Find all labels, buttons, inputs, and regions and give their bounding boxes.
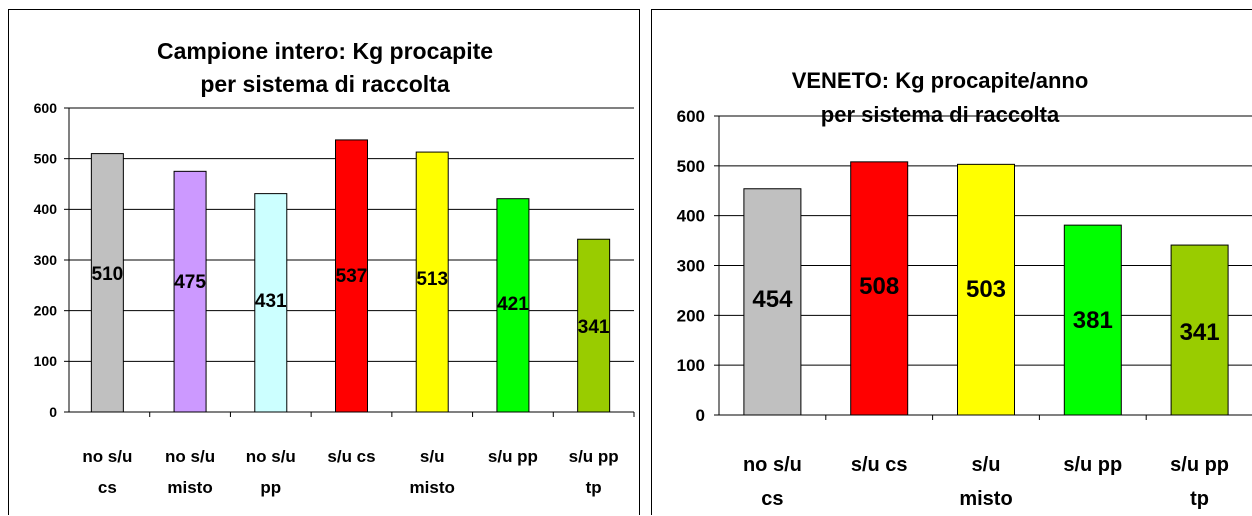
- x-category-label: s/u: [420, 447, 445, 466]
- x-category-label: misto: [410, 478, 455, 497]
- x-category-label: s/u pp: [1063, 454, 1122, 476]
- bar-value-label: 475: [174, 272, 206, 293]
- bar: [335, 139, 368, 413]
- bar-value-label: 381: [1073, 307, 1113, 334]
- chart-title-line-2: per sistema di raccolta: [200, 71, 449, 97]
- bar-value-label: 503: [966, 276, 1006, 303]
- x-category-label: no s/u: [246, 447, 296, 466]
- x-category-label: no s/u: [743, 454, 802, 476]
- x-category-label: s/u pp: [1170, 454, 1229, 476]
- chart-title-line-2: per sistema di raccolta: [821, 102, 1060, 127]
- chart-panel-veneto: VENETO: Kg procapite/anno per sistema di …: [651, 9, 1252, 515]
- y-tick-label: 500: [677, 157, 705, 176]
- x-category-label: tp: [586, 478, 602, 497]
- bar: [1063, 224, 1122, 416]
- bar-value-label: 513: [416, 269, 448, 290]
- x-category-label: tp: [1190, 488, 1209, 510]
- y-tick-label: 0: [696, 406, 705, 425]
- x-category-label: misto: [959, 488, 1012, 510]
- y-tick-label: 600: [34, 100, 58, 116]
- y-tick-label: 300: [677, 256, 705, 275]
- y-tick-label: 0: [49, 404, 57, 420]
- bar: [1170, 244, 1229, 416]
- bar-value-label: 454: [752, 286, 793, 313]
- x-category-label: pp: [260, 478, 281, 497]
- bar: [254, 193, 288, 413]
- y-tick-label: 600: [677, 107, 705, 126]
- x-category-label: no s/u: [165, 447, 215, 466]
- chart-panel-campione-intero: Campione intero: Kg procapite per sistema…: [8, 9, 640, 515]
- x-category-label: misto: [167, 478, 212, 497]
- x-category-label: cs: [98, 478, 117, 497]
- bar: [415, 151, 449, 413]
- bar: [850, 161, 909, 416]
- bar-value-label: 421: [497, 294, 529, 315]
- bar: [957, 163, 1015, 416]
- bar-value-label: 341: [578, 317, 610, 338]
- x-category-label: no s/u: [82, 447, 132, 466]
- chart-title-line-1: Campione intero: Kg procapite: [157, 38, 493, 64]
- y-tick-label: 200: [677, 306, 705, 325]
- y-tick-label: 100: [34, 353, 58, 369]
- x-category-label: s/u cs: [327, 447, 375, 466]
- y-tick-label: 200: [34, 303, 58, 319]
- chart-title-line-1: VENETO: Kg procapite/anno: [792, 68, 1089, 93]
- bar-value-label: 431: [255, 291, 287, 312]
- y-tick-label: 300: [34, 252, 58, 268]
- x-category-label: cs: [761, 488, 783, 510]
- chart-campione-intero: Campione intero: Kg procapite per sistema…: [34, 38, 635, 497]
- chart-veneto: VENETO: Kg procapite/anno per sistema di …: [677, 68, 1252, 510]
- bar: [577, 238, 611, 413]
- y-tick-label: 100: [677, 356, 705, 375]
- bar-value-label: 341: [1180, 319, 1220, 346]
- x-category-label: s/u cs: [851, 454, 908, 476]
- x-category-label: s/u pp: [488, 447, 538, 466]
- y-tick-label: 400: [677, 207, 705, 226]
- x-category-label: s/u: [972, 454, 1001, 476]
- bar: [90, 153, 124, 413]
- y-tick-label: 500: [34, 151, 58, 167]
- bar-value-label: 537: [336, 266, 368, 287]
- bar-value-label: 508: [859, 273, 899, 300]
- bar-value-label: 510: [92, 264, 124, 285]
- x-category-label: s/u pp: [569, 447, 619, 466]
- y-tick-label: 400: [34, 201, 58, 217]
- bar: [743, 188, 802, 416]
